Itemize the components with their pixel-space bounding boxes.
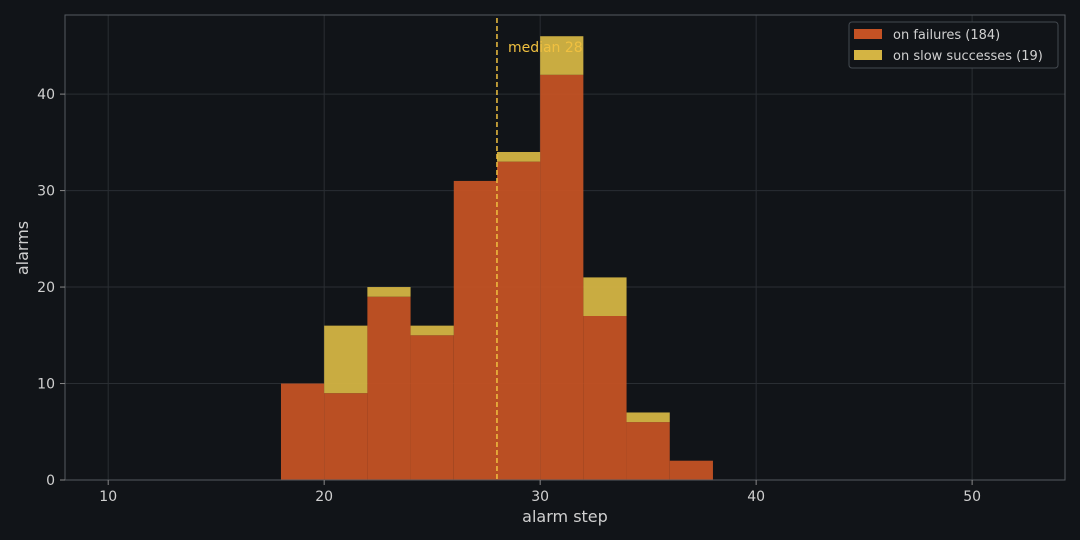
x-tick-label: 30 [531,489,549,505]
legend-swatch [854,29,882,39]
bar-failures [583,315,627,480]
y-tick-label: 20 [37,280,55,296]
bar-slow-successes [324,325,368,394]
legend-swatch [854,50,882,60]
bar-slow-successes [496,151,541,162]
x-tick-label: 10 [99,489,117,505]
bar-slow-successes [367,287,411,297]
annotations: median 28 [496,18,583,480]
y-tick-label: 10 [37,377,55,393]
bar-failures [280,383,325,480]
bars [280,36,713,481]
y-tick-label: 0 [46,473,55,489]
bar-failures [540,74,584,480]
legend-box [848,21,1059,69]
bar-failures [496,161,541,480]
x-tick-label: 50 [963,489,981,505]
bar-failures [324,393,368,480]
y-tick-label: 30 [37,184,55,200]
x-tick-label: 20 [315,489,333,505]
y-tick-label: 40 [37,87,55,103]
legend: on failures (184) on slow successes (19) [848,21,1059,69]
bar-slow-successes [626,412,670,423]
axis-ticks: 10 20 30 40 50 0 10 20 30 40 [37,87,981,505]
bar-slow-successes [410,325,454,336]
bar-failures [453,180,497,481]
bar-failures [626,422,670,480]
bar-failures [669,460,713,480]
legend-label: on failures (184) [893,28,1000,43]
bar-slow-successes [540,36,584,75]
y-axis-title: alarms [13,221,32,275]
x-axis-title: alarm step [522,507,608,526]
x-tick-label: 40 [747,489,765,505]
bar-slow-successes [583,277,627,316]
median-label: median 28 [508,40,583,56]
bar-failures [367,296,411,480]
bar-failures [410,335,454,480]
plot-frame [64,14,1066,481]
legend-label: on slow successes (19) [893,49,1043,64]
